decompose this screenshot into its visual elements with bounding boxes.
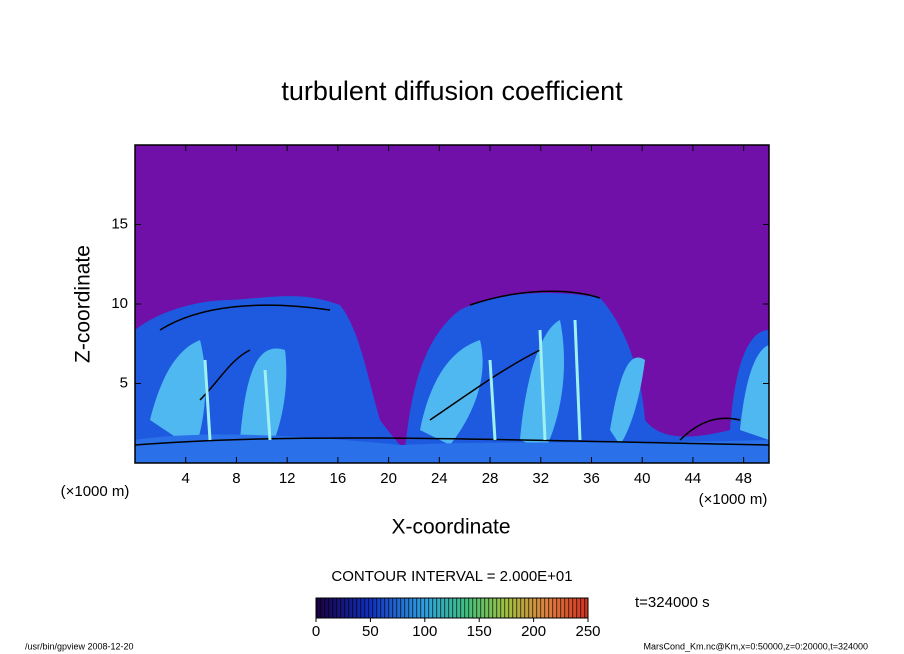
colorbar-tick-label: 0 xyxy=(312,623,320,640)
x-tick-label: 8 xyxy=(232,470,240,487)
x-tick-label: 36 xyxy=(583,470,600,487)
y-axis-label: Z-coordinate xyxy=(72,245,95,363)
colorbar-tick-label: 50 xyxy=(362,623,379,640)
high-region xyxy=(150,320,769,450)
x-tick-label: 28 xyxy=(482,470,499,487)
colorbar-tick-label: 100 xyxy=(412,623,437,640)
x-tick-label: 40 xyxy=(634,470,651,487)
chart-title: turbulent diffusion coefficient xyxy=(281,76,623,106)
colorbar-tick-label: 200 xyxy=(521,623,546,640)
x-tick-label: 12 xyxy=(279,470,296,487)
colorbar-frame xyxy=(315,597,589,619)
y-tick-label: 15 xyxy=(111,215,128,232)
x-tick-label: 24 xyxy=(431,470,448,487)
time-label: t=324000 s xyxy=(635,594,710,611)
contour-interval: CONTOUR INTERVAL = 2.000E+01 xyxy=(331,568,572,585)
x-tick-label: 20 xyxy=(380,470,397,487)
colorbar-tick-label: 150 xyxy=(467,623,492,640)
x-tick-label: 44 xyxy=(685,470,702,487)
y-tick-label: 5 xyxy=(120,374,128,391)
x-axis-label: X-coordinate xyxy=(391,516,510,539)
y-tick-label: 10 xyxy=(111,295,128,312)
colorbar-tick-label: 250 xyxy=(575,623,600,640)
contour-line xyxy=(135,290,769,446)
x-tick-label: 4 xyxy=(182,470,190,487)
x-unit: (×1000 m) xyxy=(699,491,768,508)
surface-layer xyxy=(135,434,769,463)
field xyxy=(135,145,769,463)
high-streak xyxy=(203,319,582,441)
footer-right: MarsCond_Km.nc@Km,x=0:50000,z=0:20000,t=… xyxy=(643,641,868,651)
x-tick-label: 48 xyxy=(735,470,752,487)
y-unit: (×1000 m) xyxy=(61,483,130,500)
x-tick-label: 32 xyxy=(532,470,549,487)
footer-left: /usr/bin/gpview 2008-12-20 xyxy=(25,641,134,651)
x-tick-label: 16 xyxy=(330,470,347,487)
